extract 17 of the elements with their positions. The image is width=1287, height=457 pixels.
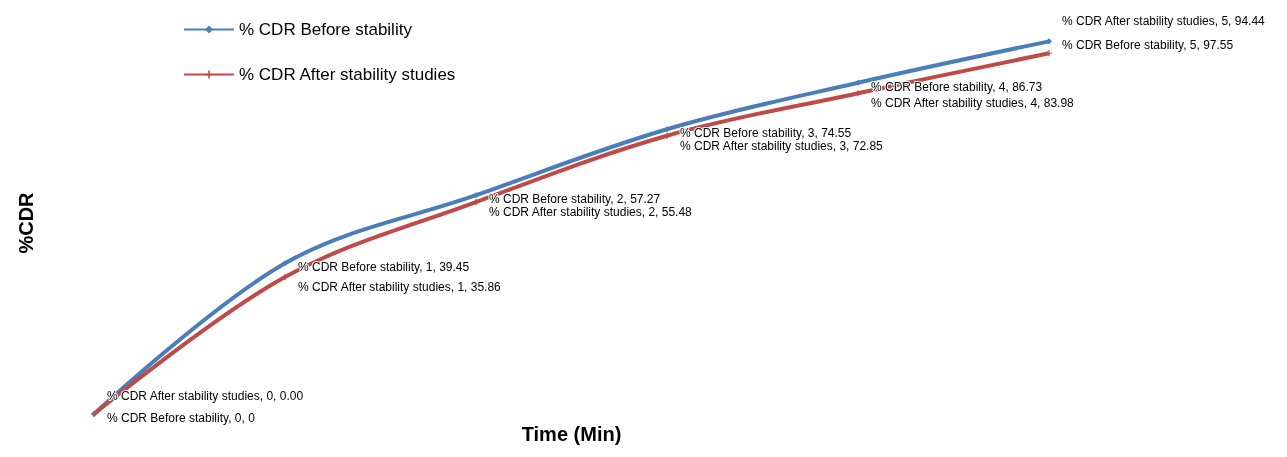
legend-label: % CDR After stability studies xyxy=(239,65,456,84)
data-label: % CDR After stability studies, 5, 94.44 xyxy=(1062,14,1266,29)
point xyxy=(664,126,670,133)
data-label: % CDR Before stability, 5, 97.55 xyxy=(1062,38,1234,53)
data-label: % CDR After stability studies, 3, 72.85 xyxy=(680,138,884,153)
point xyxy=(1046,38,1052,45)
point xyxy=(282,274,288,281)
legend-label: % CDR Before stability xyxy=(239,20,413,39)
data-label: % CDR Before stability, 0, 0 xyxy=(107,411,256,425)
point xyxy=(473,192,479,199)
data-label: % CDR After stability studies, 0, 0.00 xyxy=(107,389,304,403)
x-axis-title: Time (Min) xyxy=(521,423,622,445)
y-axis-title: %CDR xyxy=(15,191,37,254)
data-label: % CDR After stability studies, 4, 83.98 xyxy=(871,96,1075,111)
data-label: % CDR After stability studies, 1, 35.86 xyxy=(298,280,502,295)
data-label: % CDR After stability studies, 2, 55.48 xyxy=(489,205,693,220)
point xyxy=(282,260,288,267)
